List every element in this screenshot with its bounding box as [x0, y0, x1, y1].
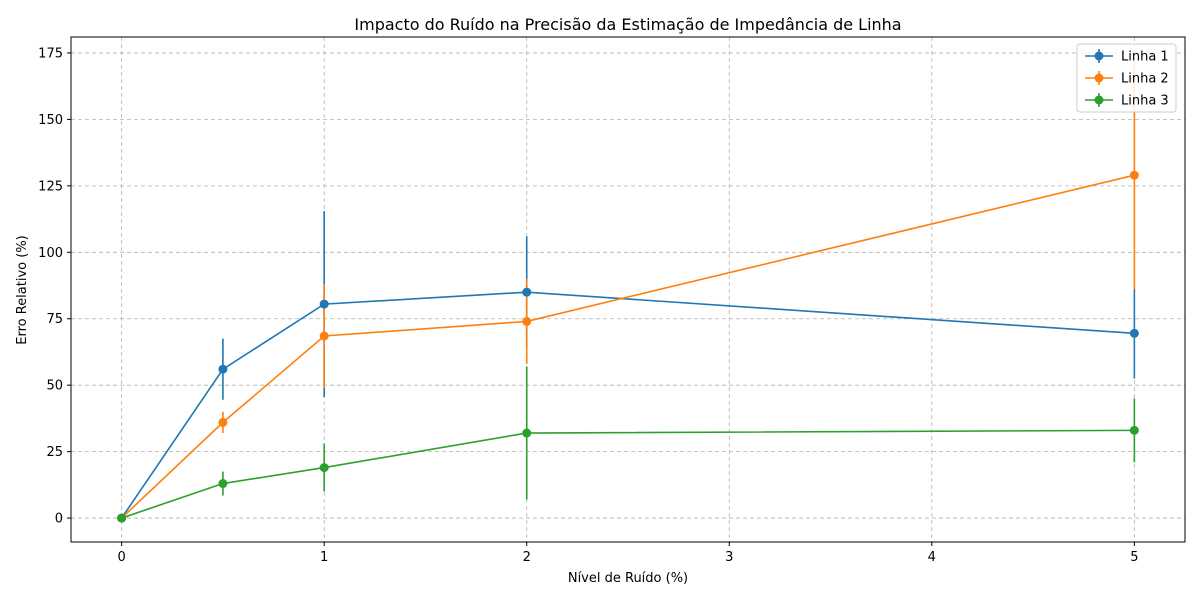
- legend-marker: [1094, 95, 1104, 105]
- series-line-2: [121, 174, 1135, 519]
- legend-label: Linha 2: [1121, 72, 1169, 87]
- data-point: [218, 364, 228, 374]
- y-tick-label: 150: [38, 113, 63, 128]
- data-point: [319, 331, 329, 341]
- x-tick-label: 0: [117, 550, 125, 565]
- x-axis-label: Nível de Ruído (%): [568, 571, 688, 586]
- y-axis-ticks: 0 25 50 75 100 125 150 175: [38, 46, 71, 527]
- data-point: [218, 417, 228, 427]
- x-tick-label: 5: [1130, 550, 1138, 565]
- y-tick-label: 125: [38, 179, 63, 194]
- legend-marker: [1094, 73, 1104, 83]
- x-tick-label: 2: [523, 550, 531, 565]
- y-tick-label: 100: [38, 246, 63, 261]
- chart-title: Impacto do Ruído na Precisão da Estimaçã…: [354, 15, 901, 34]
- y-tick-label: 175: [38, 46, 63, 61]
- series-lines: [117, 170, 1139, 523]
- plot-frame: [70, 36, 1186, 543]
- data-point: [1129, 328, 1139, 338]
- legend-label: Linha 1: [1121, 50, 1169, 65]
- data-point: [218, 479, 228, 489]
- data-point: [319, 463, 329, 473]
- series-line-1: [120, 291, 1135, 519]
- data-point: [522, 287, 532, 297]
- data-point: [1129, 170, 1139, 180]
- y-tick-label: 0: [55, 512, 63, 527]
- legend-marker: [1094, 51, 1104, 61]
- legend-label: Linha 3: [1121, 94, 1169, 109]
- data-point: [117, 513, 127, 523]
- y-tick-label: 50: [46, 379, 63, 394]
- x-tick-label: 1: [320, 550, 328, 565]
- grid-lines: [71, 37, 1185, 542]
- legend: Linha 1 Linha 2 Linha 3: [1076, 43, 1177, 113]
- legend-box: [1076, 43, 1177, 113]
- error-bars: [222, 60, 1136, 500]
- data-point: [522, 316, 532, 326]
- x-tick-label: 4: [928, 550, 936, 565]
- data-point: [522, 428, 532, 438]
- y-tick-label: 75: [46, 312, 63, 327]
- data-point: [319, 299, 329, 309]
- y-axis-label: Erro Relativo (%): [15, 235, 30, 344]
- x-axis-ticks: 0 1 2 3 4 5: [117, 542, 1139, 565]
- y-tick-label: 25: [46, 445, 63, 460]
- data-point: [1129, 425, 1139, 435]
- x-tick-label: 3: [725, 550, 733, 565]
- series-line-3: [121, 429, 1135, 519]
